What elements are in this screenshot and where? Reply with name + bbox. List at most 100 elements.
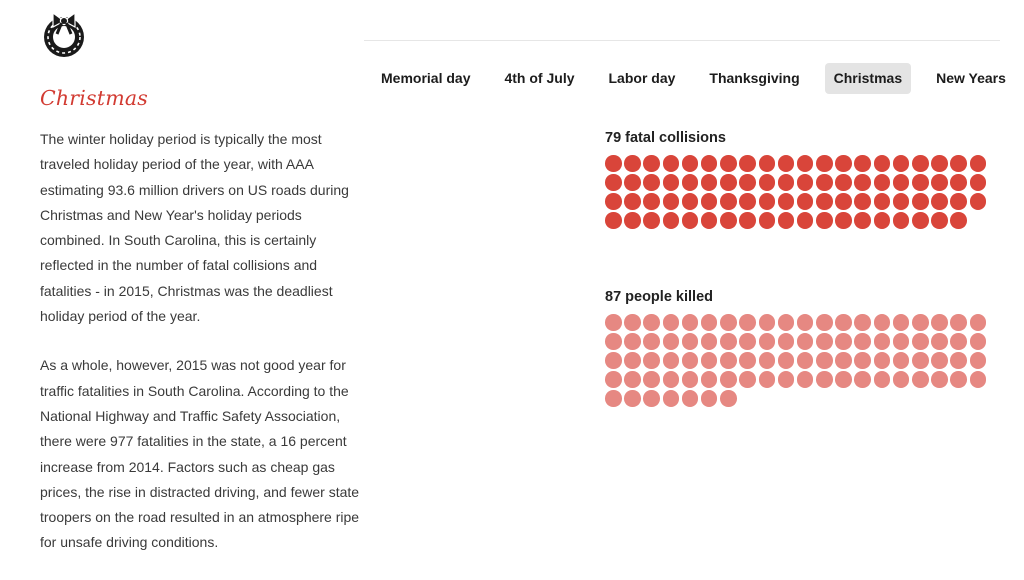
data-dot <box>969 314 987 331</box>
data-dot <box>758 352 775 369</box>
data-dot <box>777 174 795 191</box>
tab-memorial-day[interactable]: Memorial day <box>381 70 471 86</box>
data-dot <box>873 333 891 350</box>
divider <box>364 40 1000 41</box>
data-dot <box>662 155 680 172</box>
data-dot <box>931 352 948 369</box>
data-dot <box>854 314 871 331</box>
data-dot <box>950 174 967 191</box>
dot-grid <box>605 155 1005 231</box>
data-dot <box>681 193 699 210</box>
data-dot <box>643 390 660 407</box>
data-dot <box>873 352 891 369</box>
data-dot <box>835 352 852 369</box>
data-dot <box>892 155 910 172</box>
data-dot <box>796 314 814 331</box>
article-title: Christmas <box>40 86 148 110</box>
data-dot <box>643 212 660 229</box>
data-dot <box>873 371 891 388</box>
data-dot <box>700 212 718 229</box>
data-dot <box>700 333 718 350</box>
data-dot <box>892 352 910 369</box>
data-dot <box>624 155 641 172</box>
tab-4th-of-july[interactable]: 4th of July <box>504 70 575 86</box>
tab-new-years[interactable]: New Years <box>936 70 1006 86</box>
data-dot <box>854 174 871 191</box>
data-dot <box>643 193 660 210</box>
data-dot <box>816 352 833 369</box>
data-dot <box>835 371 852 388</box>
chart-title: 87 people killed <box>605 289 713 305</box>
data-dot <box>912 352 929 369</box>
data-dot <box>739 193 756 210</box>
data-dot <box>624 390 641 407</box>
data-dot <box>605 352 622 369</box>
data-dot <box>796 155 814 172</box>
dot-grid <box>605 314 1005 409</box>
data-dot <box>758 314 775 331</box>
tab-thanksgiving[interactable]: Thanksgiving <box>709 70 800 86</box>
data-dot <box>605 174 622 191</box>
data-dot <box>624 174 641 191</box>
data-dot <box>720 390 737 407</box>
data-dot <box>796 371 814 388</box>
article-paragraph: As a whole, however, 2015 was not good y… <box>40 357 360 551</box>
data-dot <box>835 174 852 191</box>
data-dot <box>624 314 641 331</box>
data-dot <box>931 155 948 172</box>
data-dot <box>796 174 814 191</box>
data-dot <box>662 174 680 191</box>
data-dot <box>835 333 852 350</box>
data-dot <box>643 371 660 388</box>
data-dot <box>758 193 775 210</box>
data-dot <box>796 333 814 350</box>
data-dot <box>700 352 718 369</box>
data-dot <box>873 193 891 210</box>
tab-labor-day[interactable]: Labor day <box>608 70 676 86</box>
data-dot <box>605 193 622 210</box>
data-dot <box>758 155 775 172</box>
data-dot <box>969 193 987 210</box>
data-dot <box>739 212 756 229</box>
tab-christmas[interactable]: Christmas <box>824 63 912 94</box>
data-dot <box>739 155 756 172</box>
data-dot <box>816 314 833 331</box>
data-dot <box>624 352 641 369</box>
data-dot <box>816 155 833 172</box>
data-dot <box>643 174 660 191</box>
data-dot <box>950 155 967 172</box>
data-dot <box>700 174 718 191</box>
data-dot <box>796 212 814 229</box>
data-dot <box>816 193 833 210</box>
data-dot <box>892 333 910 350</box>
data-dot <box>969 174 987 191</box>
data-dot <box>605 333 622 350</box>
data-dot <box>739 174 756 191</box>
data-dot <box>854 155 871 172</box>
data-dot <box>777 314 795 331</box>
data-dot <box>681 352 699 369</box>
data-dot <box>835 212 852 229</box>
data-dot <box>777 212 795 229</box>
data-dot <box>662 333 680 350</box>
data-dot <box>605 212 622 229</box>
data-dot <box>681 174 699 191</box>
data-dot <box>662 193 680 210</box>
data-dot <box>720 155 737 172</box>
data-dot <box>912 155 929 172</box>
article-paragraph: The winter holiday period is typically t… <box>40 131 349 325</box>
data-dot <box>662 371 680 388</box>
data-dot <box>950 212 967 229</box>
data-dot <box>931 314 948 331</box>
data-dot <box>854 333 871 350</box>
data-dot <box>835 155 852 172</box>
data-dot <box>912 193 929 210</box>
data-dot <box>969 352 987 369</box>
data-dot <box>605 155 622 172</box>
data-dot <box>700 155 718 172</box>
data-dot <box>758 371 775 388</box>
data-dot <box>681 314 699 331</box>
data-dot <box>720 333 737 350</box>
data-dot <box>950 193 967 210</box>
data-dot <box>854 352 871 369</box>
